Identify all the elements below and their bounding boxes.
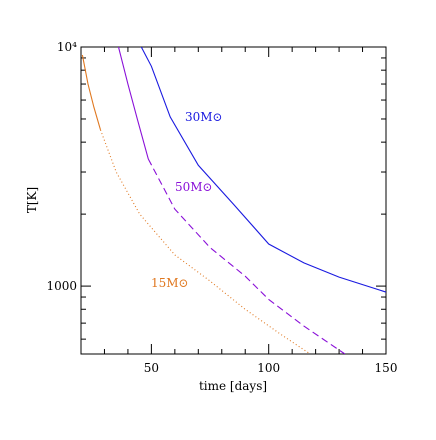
series-label: 50M⊙: [175, 180, 213, 194]
y-axis-label: T[K]: [25, 187, 39, 213]
y-tick-label: 10⁴: [57, 40, 77, 54]
series-line: [99, 129, 311, 354]
x-tick-label: 150: [375, 361, 398, 375]
x-tick-label: 50: [144, 361, 159, 375]
series-line: [117, 47, 149, 160]
series-line: [147, 158, 346, 354]
series-label: 30M⊙: [185, 110, 223, 124]
series-label: 15M⊙: [151, 276, 189, 290]
series-line: [81, 54, 102, 131]
y-tick-label: 1000: [46, 279, 77, 293]
x-axis-label: time [days]: [199, 379, 267, 393]
x-tick-label: 100: [257, 361, 280, 375]
series-line: [140, 47, 386, 293]
plot-frame: [80, 46, 387, 355]
